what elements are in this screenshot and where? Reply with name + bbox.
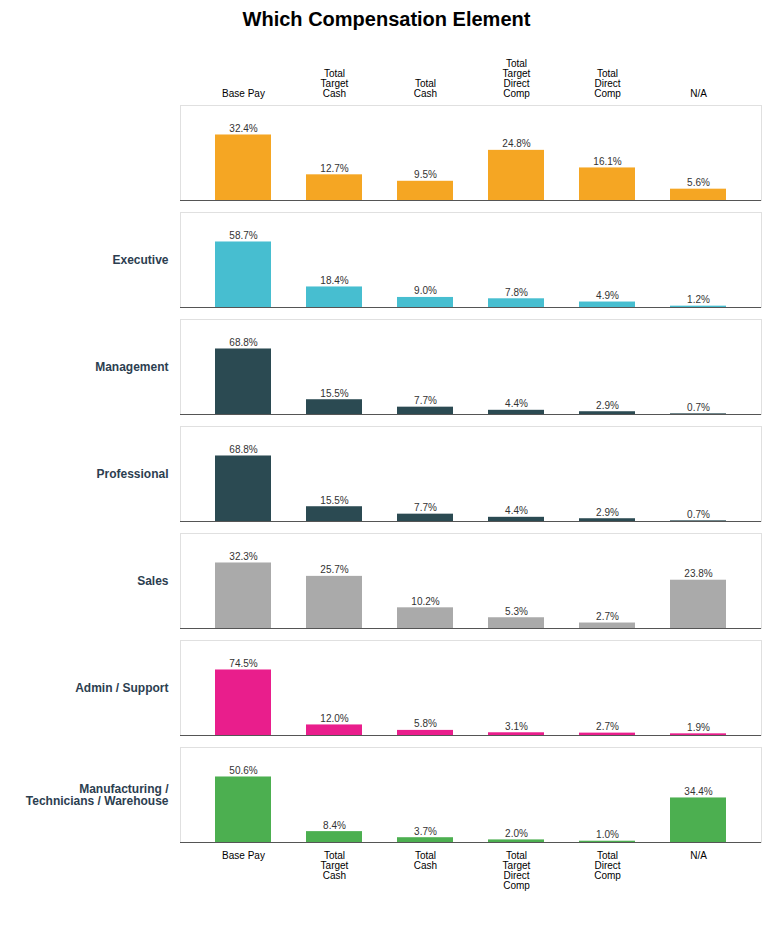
svg-text:Base Pay: Base Pay [222,88,265,99]
svg-text:68.8%: 68.8% [229,337,257,348]
svg-text:50.6%: 50.6% [229,765,257,776]
svg-text:TotalCash: TotalCash [414,850,437,871]
svg-text:10.2%: 10.2% [411,596,439,607]
svg-text:8.4%: 8.4% [323,820,346,831]
svg-text:4.9%: 4.9% [596,290,619,301]
svg-text:Executive: Executive [112,253,168,267]
svg-text:N/A: N/A [690,88,707,99]
svg-text:TotalCash: TotalCash [414,78,437,99]
svg-text:15.5%: 15.5% [320,388,348,399]
svg-text:Professional: Professional [96,467,168,481]
svg-text:5.8%: 5.8% [414,718,437,729]
svg-text:68.8%: 68.8% [229,444,257,455]
svg-text:TotalTargetDirectComp: TotalTargetDirectComp [503,850,531,891]
svg-text:0.7%: 0.7% [687,402,710,413]
svg-text:4.4%: 4.4% [505,398,528,409]
svg-text:5.3%: 5.3% [505,606,528,617]
svg-text:7.7%: 7.7% [414,502,437,513]
svg-text:N/A: N/A [690,850,707,861]
svg-text:3.7%: 3.7% [414,826,437,837]
svg-text:TotalTargetCash: TotalTargetCash [321,850,349,881]
svg-text:2.9%: 2.9% [596,400,619,411]
svg-text:Base Pay: Base Pay [222,850,265,861]
svg-text:74.5%: 74.5% [229,658,257,669]
svg-text:25.7%: 25.7% [320,564,348,575]
svg-text:58.7%: 58.7% [229,230,257,241]
svg-text:23.8%: 23.8% [684,568,712,579]
svg-text:1.0%: 1.0% [596,829,619,840]
svg-text:7.8%: 7.8% [505,287,528,298]
svg-text:32.4%: 32.4% [229,123,257,134]
svg-text:4.4%: 4.4% [505,505,528,516]
svg-text:Sales: Sales [137,574,169,588]
svg-text:34.4%: 34.4% [684,786,712,797]
svg-text:1.2%: 1.2% [687,294,710,305]
svg-text:TotalTargetCash: TotalTargetCash [321,68,349,99]
html-text:Which Compensation Element: Which Compensation Element [242,8,531,30]
svg-text:24.8%: 24.8% [502,138,530,149]
svg-text:Management: Management [95,360,168,374]
svg-text:TotalDirectComp: TotalDirectComp [594,68,621,99]
svg-text:12.0%: 12.0% [320,713,348,724]
svg-text:9.5%: 9.5% [414,169,437,180]
svg-text:1.9%: 1.9% [687,722,710,733]
svg-text:TotalTargetDirectComp: TotalTargetDirectComp [503,58,531,99]
svg-text:2.7%: 2.7% [596,611,619,622]
svg-text:TotalDirectComp: TotalDirectComp [594,850,621,881]
svg-text:3.1%: 3.1% [505,721,528,732]
svg-text:5.6%: 5.6% [687,177,710,188]
svg-text:12.7%: 12.7% [320,163,348,174]
svg-text:2.9%: 2.9% [596,507,619,518]
svg-text:32.3%: 32.3% [229,551,257,562]
svg-text:Admin / Support: Admin / Support [75,681,168,695]
svg-text:18.4%: 18.4% [320,275,348,286]
svg-text:15.5%: 15.5% [320,495,348,506]
svg-text:16.1%: 16.1% [593,156,621,167]
svg-text:0.7%: 0.7% [687,509,710,520]
svg-text:9.0%: 9.0% [414,285,437,296]
svg-text:2.0%: 2.0% [505,828,528,839]
svg-text:Manufacturing /Technicians / W: Manufacturing /Technicians / Warehouse [26,782,169,808]
svg-text:2.7%: 2.7% [596,721,619,732]
svg-text:7.7%: 7.7% [414,395,437,406]
